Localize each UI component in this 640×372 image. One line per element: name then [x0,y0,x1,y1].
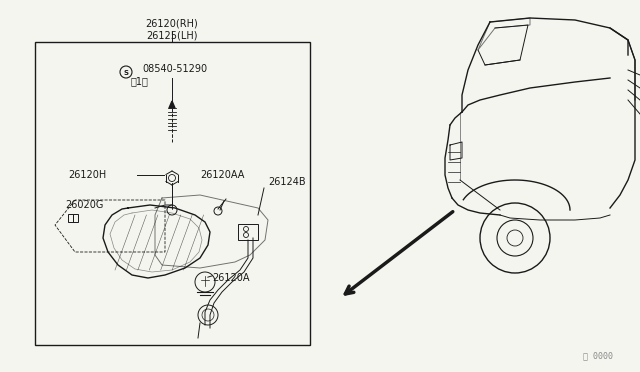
Text: S: S [124,70,129,76]
Text: （1）: （1） [131,76,149,86]
Text: 08540-51290: 08540-51290 [142,64,207,74]
Polygon shape [169,101,175,108]
Bar [73,214,78,222]
Text: 26124B: 26124B [268,177,306,187]
Text: 26120(RH): 26120(RH) [146,18,198,28]
Bar [238,224,258,240]
Text: 26020G: 26020G [65,200,104,210]
Text: 26120H: 26120H [68,170,106,180]
Text: 26125(LH): 26125(LH) [147,30,198,40]
Text: ㈦ 0000: ㈦ 0000 [583,352,613,360]
Text: 26120A: 26120A [212,273,250,283]
Bar [68,214,73,222]
Bar [35,42,310,345]
Text: 26120AA: 26120AA [200,170,244,180]
